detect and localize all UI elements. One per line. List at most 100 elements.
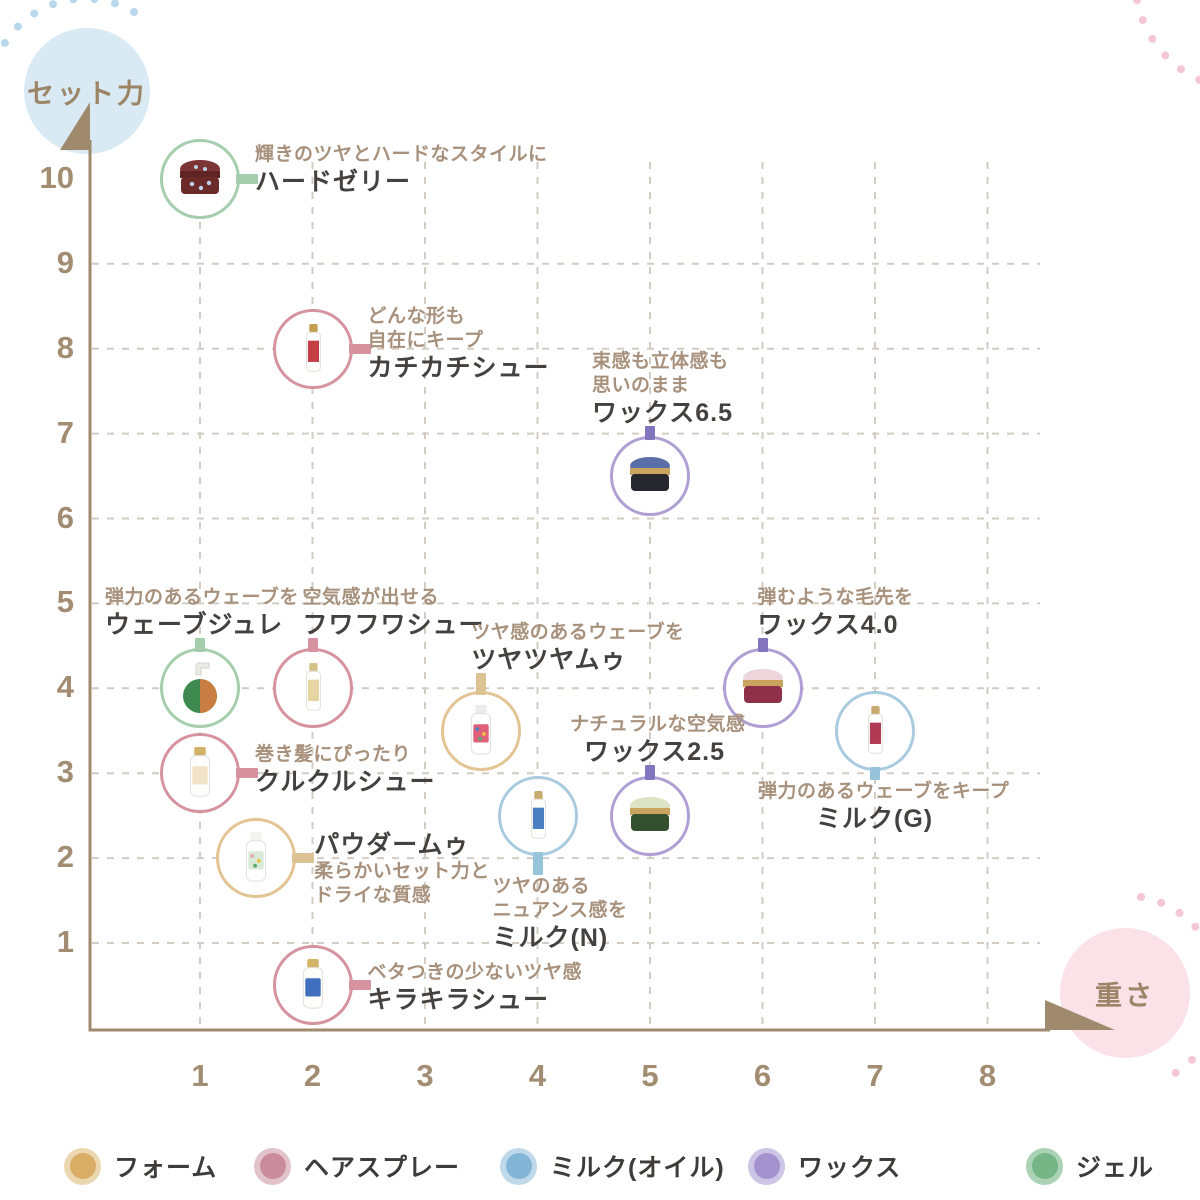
- wax-6-5-tagline: 思いのまま: [592, 375, 690, 397]
- powder-mu-tagline: 柔らかいセット力と: [314, 861, 490, 883]
- product-point-kirakira-shu: ベタつきの少ないツヤ感 キラキラシュー: [272, 945, 582, 1026]
- legend-label-milk: ミルク(オイル): [550, 1154, 725, 1182]
- wax-6-5-tagline: 束感も立体感も: [592, 351, 729, 373]
- legend-label-spray: ヘアスプレー: [304, 1154, 461, 1182]
- legend-dot-wax: [748, 1147, 785, 1185]
- legend-item-wax: ワックス: [748, 1136, 901, 1196]
- legend-label-foam: フォーム: [114, 1154, 218, 1182]
- wave-jure-circle: [160, 648, 240, 729]
- product-point-wave-jure: 弾力のあるウェーブを ウェーブジュレ: [105, 587, 298, 729]
- tsuyatsuya-mu-circle: [441, 690, 522, 771]
- hard-jelly-name: ハードゼリー: [255, 167, 412, 196]
- y-tick-2: 2: [56, 839, 74, 875]
- product-point-milk-n: ツヤのある ニュアンス感を ミルク(N): [493, 775, 627, 952]
- kirakira-shu-label: ベタつきの少ないツヤ感 キラキラシュー: [368, 961, 583, 1015]
- x-tick-2: 2: [303, 1058, 322, 1093]
- wave-jure-label: 弾力のあるウェーブを ウェーブジュレ: [105, 586, 299, 640]
- legend-item-milk: ミルク(オイル): [500, 1136, 725, 1196]
- product-point-kachikachi-shu: どんな形も 自在にキープ カチカチシュー: [272, 306, 549, 389]
- wax-2-5-product-icon: [630, 796, 670, 831]
- product-point-fuwafuwa-shu: 空気感が出せる フワフワシュー: [272, 587, 484, 729]
- x-tick-5: 5: [641, 1058, 659, 1093]
- kurukuru-shu-product-icon: [189, 747, 211, 797]
- gridlines: [92, 162, 1040, 1030]
- y-axis-arrow-icon: [60, 102, 90, 150]
- powder-mu-product-icon: [246, 832, 267, 882]
- legend-dot-milk: [500, 1147, 537, 1185]
- kachikachi-shu-name: カチカチシュー: [367, 353, 550, 382]
- hard-jelly-product-icon: [180, 159, 220, 194]
- tsuyatsuya-mu-name: ツヤツヤムゥ: [471, 645, 627, 674]
- wax-6-5-label: 束感も立体感も 思いのまま ワックス6.5: [592, 350, 733, 428]
- milk-n-tagline: ニュアンス感を: [492, 899, 628, 921]
- x-axis-label: 重さ: [1095, 980, 1155, 1011]
- y-tick-7: 7: [56, 414, 74, 450]
- wax-4-0-product-icon: [742, 669, 783, 704]
- y-tick-10: 10: [39, 159, 74, 195]
- wave-jure-product-icon: [183, 662, 217, 714]
- y-tick-1: 1: [56, 924, 74, 959]
- wax-2-5-circle: [610, 775, 690, 856]
- x-tick-8: 8: [978, 1058, 997, 1093]
- wave-jure-tagline: 弾力のあるウェーブを: [105, 587, 299, 609]
- hard-jelly-connector: [236, 173, 258, 184]
- kirakira-shu-name: キラキラシュー: [367, 986, 550, 1015]
- x-tick-3: 3: [416, 1058, 434, 1093]
- kirakira-shu-connector: [348, 980, 371, 991]
- hard-jelly-circle: [160, 138, 240, 219]
- kachikachi-shu-connector: [348, 343, 371, 354]
- kirakira-shu-tagline: ベタつきの少ないツヤ感: [367, 962, 583, 984]
- legend: フォーム ヘアスプレー ミルク(オイル) ワックス ジェル: [0, 1136, 1200, 1196]
- legend-item-gel: ジェル: [1026, 1136, 1154, 1196]
- y-tick-8: 8: [56, 329, 74, 365]
- kirakira-shu-circle: [272, 945, 353, 1026]
- fuwafuwa-shu-connector: [307, 638, 318, 653]
- legend-label-gel: ジェル: [1076, 1154, 1155, 1182]
- wax-4-0-label: 弾むような毛先を ワックス4.0: [758, 586, 914, 640]
- tsuyatsuya-mu-product-icon: [471, 704, 492, 755]
- fuwafuwa-shu-product-icon: [305, 663, 321, 711]
- kurukuru-shu-tagline: 巻き髪にぴったり: [255, 744, 412, 766]
- product-point-wax-2-5: ナチュラルな空気感 ワックス2.5: [570, 714, 745, 856]
- powder-mu-label: パウダームゥ 柔らかいセット力と ドライな質感: [314, 830, 490, 908]
- wax-4-0-connector: [757, 638, 768, 653]
- wax-4-0-name: ワックス4.0: [757, 611, 899, 640]
- legend-dot-spray: [254, 1147, 291, 1185]
- wax-6-5-name: ワックス6.5: [592, 399, 734, 428]
- wave-jure-connector: [195, 638, 205, 653]
- kachikachi-shu-label: どんな形も 自在にキープ カチカチシュー: [368, 305, 550, 383]
- product-point-wax-4-0: 弾むような毛先を ワックス4.0: [722, 587, 913, 729]
- hard-jelly-tagline: 輝きのツヤとハードなスタイルに: [255, 143, 548, 165]
- fuwafuwa-shu-label: 空気感が出せる フワフワシュー: [303, 586, 485, 640]
- milk-g-tagline: 弾力のあるウェーブをキープ: [758, 780, 1010, 802]
- x-tick-4: 4: [528, 1058, 547, 1093]
- product-point-tsuyatsuya-mu: ツヤ感のあるウェーブを ツヤツヤムゥ: [441, 622, 684, 771]
- legend-dot-gel: [1026, 1147, 1063, 1185]
- fuwafuwa-shu-tagline: 空気感が出せる: [302, 587, 440, 609]
- tsuyatsuya-mu-tagline: ツヤ感のあるウェーブを: [471, 621, 685, 643]
- powder-mu-name: パウダームゥ: [314, 831, 470, 860]
- y-tick-5: 5: [56, 584, 74, 620]
- legend-label-wax: ワックス: [798, 1154, 902, 1182]
- milk-g-circle: [835, 690, 915, 771]
- x-tick-6: 6: [753, 1058, 772, 1093]
- kirakira-shu-product-icon: [302, 959, 323, 1010]
- legend-dot-foam: [64, 1147, 101, 1185]
- wax-4-0-tagline: 弾むような毛先を: [757, 587, 914, 609]
- milk-g-product-icon: [868, 705, 883, 754]
- kurukuru-shu-circle: [160, 733, 240, 814]
- wave-jure-name: ウェーブジュレ: [105, 611, 284, 640]
- powder-mu-circle: [216, 818, 297, 899]
- milk-n-name: ミルク(N): [492, 923, 609, 952]
- legend-item-spray: ヘアスプレー: [254, 1136, 460, 1196]
- product-point-kurukuru-shu: 巻き髪にぴったり クルクルシュー: [160, 733, 435, 814]
- milk-n-label: ツヤのある ニュアンス感を ミルク(N): [493, 875, 628, 953]
- kachikachi-shu-circle: [272, 308, 353, 389]
- powder-mu-tagline: ドライな質感: [314, 885, 432, 907]
- product-point-wax-6-5: 束感も立体感も 思いのまま ワックス6.5: [592, 351, 732, 517]
- x-axis-arrow-icon: [1045, 1000, 1115, 1030]
- milk-n-connector: [532, 851, 543, 875]
- wax-2-5-label: ナチュラルな空気感 ワックス2.5: [570, 713, 746, 767]
